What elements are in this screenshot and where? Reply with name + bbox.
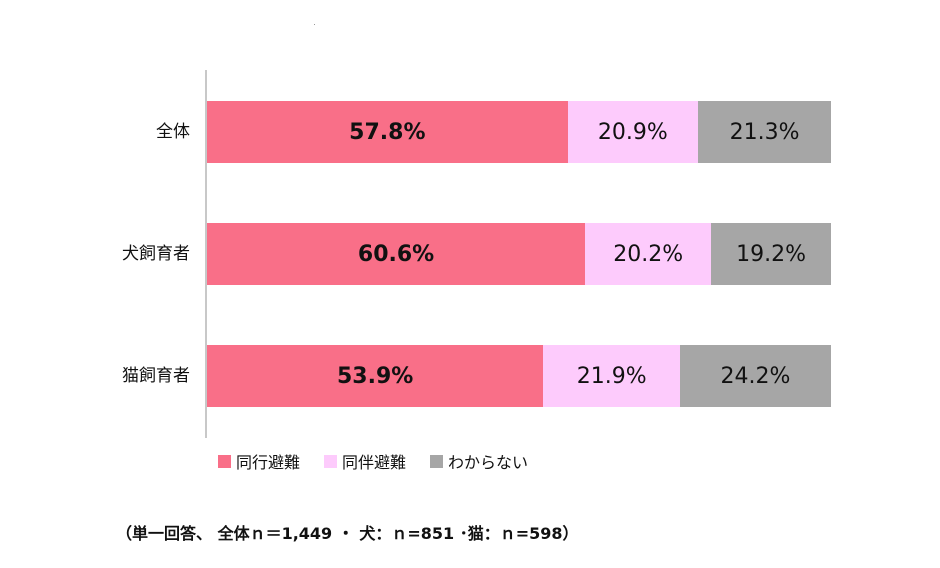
category-label: 犬飼育者 — [122, 244, 190, 264]
segment-douhan: 21.9% — [543, 345, 680, 407]
value-label: 21.9% — [576, 363, 647, 389]
segment-dokou: 53.9% — [207, 345, 544, 407]
bar-row: 猫飼育者 53.9% 21.9% 24.2% — [0, 345, 940, 407]
category-label: 全体 — [156, 122, 190, 142]
segment-douhan: 20.2% — [585, 223, 712, 285]
value-label: 20.2% — [613, 241, 684, 267]
stacked-bar: 60.6% 20.2% 19.2% — [207, 223, 831, 285]
segment-unknown: 21.3% — [698, 101, 831, 163]
value-label: 57.8% — [349, 119, 426, 145]
value-label: 53.9% — [337, 363, 414, 389]
legend: 同行避難 同伴避難 わからない — [218, 449, 552, 473]
segment-dokou: 60.6% — [207, 223, 586, 285]
legend-swatch-icon — [324, 454, 338, 468]
category-axis-line — [205, 70, 207, 438]
stray-dot — [314, 24, 315, 25]
value-label: 20.9% — [597, 119, 668, 145]
stacked-bar: 57.8% 20.9% 21.3% — [207, 101, 831, 163]
segment-unknown: 24.2% — [679, 345, 831, 407]
legend-item: 同伴避難 — [324, 449, 406, 473]
bar-row: 犬飼育者 60.6% 20.2% 19.2% — [0, 223, 940, 285]
value-label: 19.2% — [736, 241, 807, 267]
legend-label: 同伴避難 — [342, 453, 407, 472]
legend-label: 同行避難 — [236, 453, 301, 472]
category-label: 猫飼育者 — [122, 366, 190, 386]
bar-row: 全体 57.8% 20.9% 21.3% — [0, 101, 940, 163]
value-label: 21.3% — [729, 119, 800, 145]
legend-swatch-icon — [430, 454, 444, 468]
legend-item: 同行避難 — [218, 449, 300, 473]
stacked-bar: 53.9% 21.9% 24.2% — [207, 345, 831, 407]
legend-swatch-icon — [218, 454, 231, 468]
value-label: 24.2% — [720, 363, 791, 389]
segment-douhan: 20.9% — [567, 101, 699, 163]
legend-item: わからない — [430, 449, 528, 473]
value-label: 60.6% — [357, 241, 435, 267]
footnote: （単一回答、 全体ｎ＝1,449 ・ 犬：ｎ=851 ･猫：ｎ=598） — [116, 524, 579, 543]
legend-label: わからない — [448, 453, 529, 472]
segment-unknown: 19.2% — [711, 223, 831, 285]
segment-dokou: 57.8% — [207, 101, 568, 163]
